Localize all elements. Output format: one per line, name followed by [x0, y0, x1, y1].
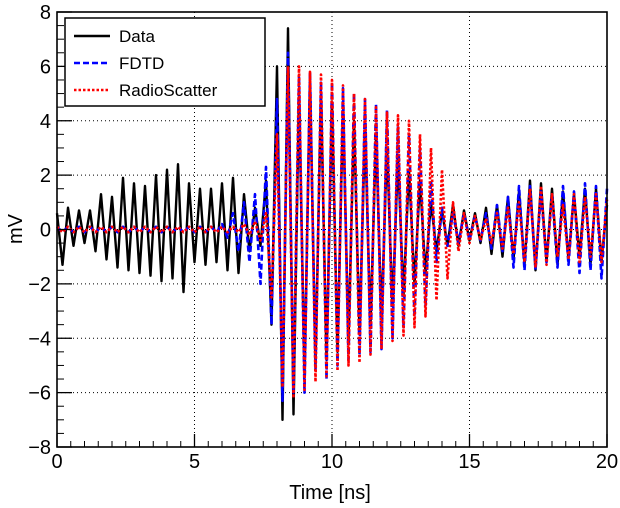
y-tick-label: 8	[40, 2, 51, 24]
y-axis-label: mV	[5, 213, 27, 244]
y-tick-label: −8	[28, 437, 51, 459]
x-axis-label: Time [ns]	[289, 482, 371, 504]
x-tick-label: 15	[458, 451, 480, 473]
y-tick-label: 2	[40, 165, 51, 187]
y-tick-label: −6	[28, 383, 51, 405]
legend-label-radioscatter: RadioScatter	[119, 81, 218, 100]
x-tick-label: 10	[321, 451, 343, 473]
y-tick-label: 6	[40, 56, 51, 78]
legend-label-data: Data	[119, 27, 155, 46]
legend-box	[64, 17, 266, 107]
y-tick-label: 0	[40, 220, 51, 242]
x-tick-label: 0	[51, 451, 62, 473]
plot-area	[55, 27, 609, 422]
legend-label-fdtd: FDTD	[119, 54, 164, 73]
x-tick-label: 20	[596, 451, 618, 473]
y-tick-label: 4	[40, 111, 51, 133]
series-line-radioscatter	[56, 65, 609, 400]
y-tick-label: −2	[28, 274, 51, 296]
axes: 0 5 10 15 20 −8 −6 −4 −2 0 2 4 6 8	[28, 2, 618, 473]
series-line-fdtd	[56, 51, 609, 403]
x-tick-label: 5	[189, 451, 200, 473]
legend: Data FDTD RadioScatter	[64, 17, 266, 107]
y-tick-label: −4	[28, 328, 51, 350]
